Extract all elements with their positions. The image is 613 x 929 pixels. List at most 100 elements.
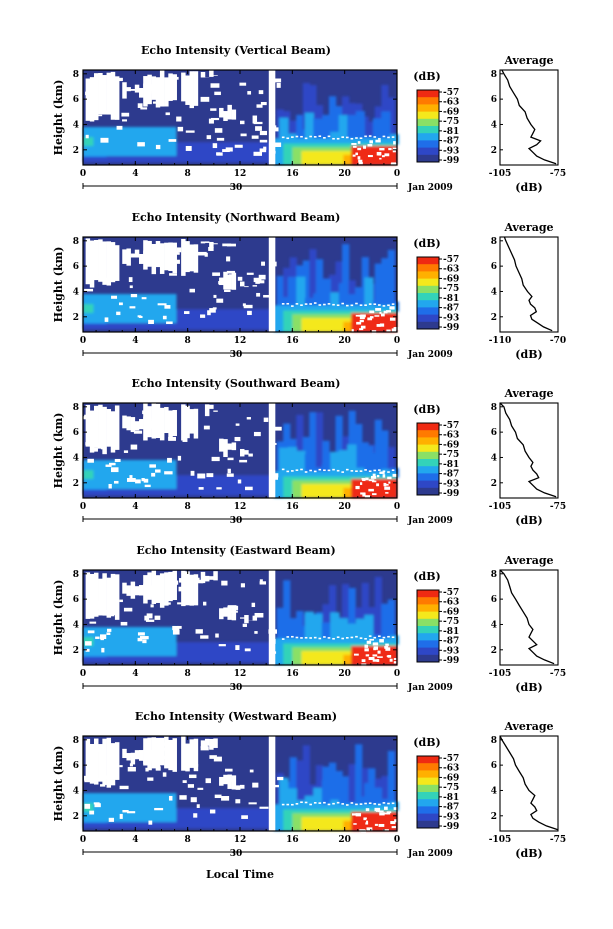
colorbar-unit: (dB) — [413, 70, 440, 83]
missing-speck — [392, 147, 398, 151]
missing-speck — [368, 479, 375, 482]
colorbar-swatch — [417, 423, 439, 431]
missing-speck — [253, 151, 263, 156]
missing-block — [151, 749, 157, 758]
colorbar-swatch — [417, 806, 439, 814]
missing-block — [93, 611, 98, 616]
missing-speck — [155, 766, 161, 771]
colorbar-tick-label: -75 — [443, 450, 459, 460]
x-tick-label: 4 — [132, 336, 138, 346]
missing-speck — [260, 101, 267, 106]
missing-speck — [123, 450, 129, 453]
missing-speck — [119, 765, 123, 768]
echo-contours — [83, 744, 399, 831]
colorbar-frame — [416, 589, 440, 663]
colorbar-tick-label: -87 — [443, 304, 459, 314]
echo-layer-peak — [351, 146, 397, 165]
missing-speck — [387, 635, 390, 638]
missing-block — [106, 609, 111, 612]
missing-data — [84, 237, 400, 334]
missing-speck — [254, 631, 258, 634]
missing-speck — [300, 135, 303, 138]
missing-speck — [206, 135, 212, 140]
colorbar-tick-label: -75 — [443, 617, 459, 627]
x-tick-label: 12 — [234, 169, 247, 179]
missing-speck — [318, 135, 322, 138]
missing-block — [240, 448, 245, 457]
missing-speck — [336, 137, 340, 140]
missing-block — [89, 410, 95, 453]
missing-block — [223, 111, 228, 121]
missing-speck — [198, 487, 204, 490]
missing-speck — [295, 303, 299, 305]
missing-block — [122, 582, 127, 594]
missing-speck — [359, 328, 364, 331]
x-tick-label: 12 — [234, 669, 247, 679]
missing-speck — [272, 78, 282, 83]
colorbar-tick-label: -87 — [443, 137, 459, 147]
missing-block — [200, 241, 206, 244]
missing-speck — [304, 636, 308, 639]
missing-block — [102, 738, 107, 785]
missing-speck — [323, 636, 326, 638]
missing-block — [240, 120, 245, 125]
missing-speck — [381, 155, 385, 158]
missing-speck — [251, 602, 256, 608]
missing-speck — [259, 148, 267, 153]
echo-panel-2: Echo Intensity (Northward Beam)0 4 8 12 16 20… — [52, 211, 566, 361]
colorbar-swatch — [417, 154, 439, 163]
missing-speck — [143, 478, 149, 483]
x-tick-label: 16 — [286, 502, 299, 512]
missing-speck — [193, 813, 198, 818]
missing-speck — [187, 784, 195, 788]
missing-speck — [291, 136, 294, 138]
missing-speck — [190, 246, 195, 250]
colorbar-tick-label: -81 — [443, 627, 459, 637]
missing-speck — [357, 147, 362, 151]
echo-contours — [83, 83, 399, 165]
missing-speck — [256, 292, 261, 297]
missing-speck — [355, 485, 360, 490]
missing-speck — [216, 487, 222, 490]
colorbar-swatch — [417, 314, 439, 323]
missing-speck — [165, 112, 170, 116]
echo-column-mid — [381, 111, 391, 145]
x-tick-label: 8 — [185, 835, 191, 845]
echo-column-mid — [304, 112, 314, 145]
missing-speck — [393, 141, 396, 145]
missing-speck — [351, 329, 354, 332]
missing-block — [106, 775, 111, 780]
echo-column — [289, 757, 297, 810]
missing-speck — [84, 414, 90, 418]
missing-speck — [235, 799, 241, 804]
missing-speck — [216, 137, 225, 141]
colorbar-tick-label: -93 — [443, 646, 459, 656]
average-x-label: (dB) — [515, 847, 542, 860]
missing-speck — [387, 476, 392, 480]
missing-speck — [142, 639, 147, 644]
missing-speck — [215, 633, 219, 638]
missing-block — [159, 407, 165, 441]
echo-column — [355, 744, 363, 810]
missing-speck — [364, 469, 367, 471]
missing-gap — [268, 736, 276, 831]
x-tick-label: 4 — [132, 669, 138, 679]
missing-speck — [216, 152, 220, 156]
missing-speck — [249, 769, 254, 773]
missing-speck — [153, 586, 157, 591]
missing-speck — [295, 803, 299, 805]
missing-speck — [200, 635, 209, 639]
echo-column-mid — [279, 627, 289, 645]
missing-speck — [291, 470, 294, 472]
missing-block — [244, 615, 249, 624]
missing-speck — [126, 478, 136, 482]
missing-speck — [391, 826, 396, 829]
missing-speck — [197, 473, 206, 479]
date-label: Jan 2009 — [407, 849, 453, 859]
missing-speck — [155, 144, 161, 150]
echo-column — [361, 116, 369, 144]
average-x-tick-label: -105 — [489, 502, 512, 512]
missing-block — [98, 578, 103, 616]
missing-speck — [85, 134, 89, 139]
missing-speck — [115, 77, 123, 82]
